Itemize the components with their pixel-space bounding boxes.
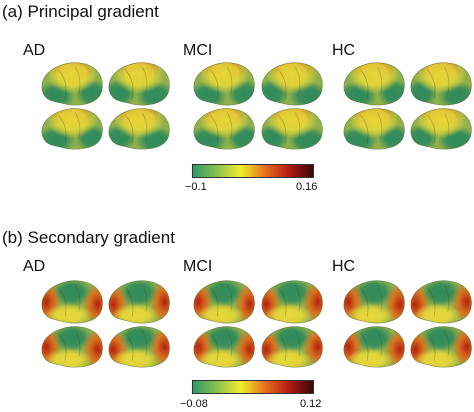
panel-a-hc-lateral-left xyxy=(343,62,405,106)
panel-b-ad-lateral-left xyxy=(41,280,103,324)
panel-b-group-ad-label: AD xyxy=(23,258,46,275)
panel-a-hc-medial-left xyxy=(343,108,405,150)
panel-a-colorbar-max-label: 0.16 xyxy=(296,181,318,193)
panel-b-ad-lateral-right xyxy=(108,280,170,324)
panel-b-ad-medial-left xyxy=(41,326,103,368)
panel-a-mci-lateral-left xyxy=(193,62,255,106)
panel-b-colorbar-max-label: 0.12 xyxy=(300,398,322,410)
panel-a-ad-medial-left xyxy=(41,108,103,150)
panel-b-hc-medial-left xyxy=(343,326,405,368)
panel-a-mci-medial-right xyxy=(261,108,323,150)
panel-a-ad-lateral-right xyxy=(108,62,170,106)
panel-b-title: (b) Secondary gradient xyxy=(2,228,175,247)
panel-a-ad-medial-right xyxy=(108,108,170,150)
panel-a-ad-lateral-left xyxy=(41,62,103,106)
panel-b-colorbar-min-label: −0.08 xyxy=(180,398,208,410)
panel-b-mci-lateral-right xyxy=(261,280,323,324)
panel-a-mci-lateral-right xyxy=(261,62,323,106)
panel-a-colorbar-min-label: −0.1 xyxy=(185,181,207,193)
panel-a-hc-medial-right xyxy=(410,108,472,150)
panel-b-group-mci-label: MCI xyxy=(183,258,213,275)
panel-a-group-hc-label: HC xyxy=(332,42,356,59)
panel-a-group-mci-label: MCI xyxy=(183,42,213,59)
panel-a-colorbar xyxy=(192,164,314,178)
panel-b-group-hc-label: HC xyxy=(332,258,356,275)
panel-b-ad-medial-right xyxy=(108,326,170,368)
panel-b-colorbar xyxy=(192,380,314,394)
panel-a-group-ad-label: AD xyxy=(23,42,46,59)
panel-b-mci-medial-left xyxy=(193,326,255,368)
panel-a-mci-medial-left xyxy=(193,108,255,150)
panel-b-mci-medial-right xyxy=(261,326,323,368)
panel-a-title: (a) Principal gradient xyxy=(2,2,159,21)
panel-b-hc-lateral-left xyxy=(343,280,405,324)
panel-b-mci-lateral-left xyxy=(193,280,255,324)
panel-b-hc-lateral-right xyxy=(410,280,472,324)
panel-a-hc-lateral-right xyxy=(410,62,472,106)
panel-b-hc-medial-right xyxy=(410,326,472,368)
